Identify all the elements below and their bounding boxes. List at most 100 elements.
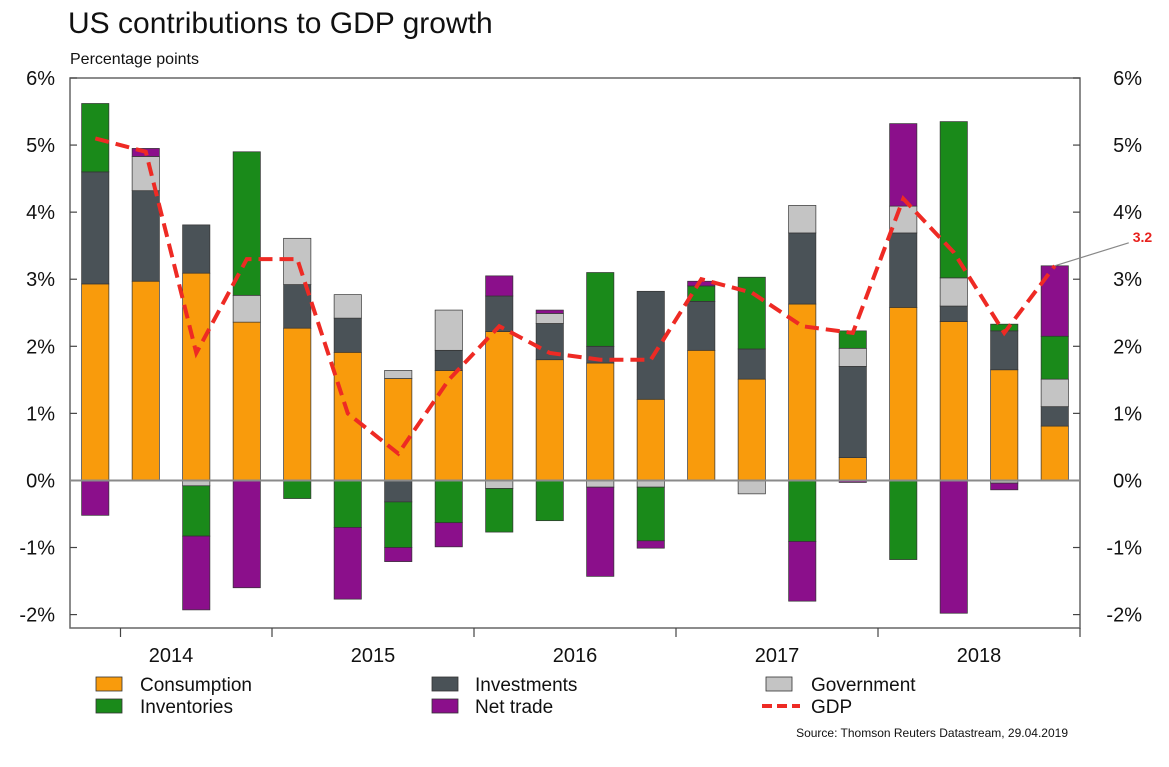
bar-segment-inventories (889, 480, 918, 560)
bar-segment-consumption (535, 359, 564, 481)
bar-segment-investments (384, 480, 413, 503)
y-tick-label-right: 1% (1113, 403, 1142, 425)
bar-segment-government (788, 205, 817, 234)
bar-segment-inventories (788, 480, 817, 542)
legend-consumption: Consumption (140, 675, 252, 696)
bar-segment-inventories (434, 480, 463, 524)
bar-segment-consumption (838, 457, 867, 481)
bar-segment-consumption (81, 283, 110, 481)
chart-subtitle: Percentage points (70, 51, 199, 68)
bar-segment-investments (939, 305, 968, 322)
bar-segment-net-trade (81, 480, 110, 516)
bar-segment-consumption (182, 272, 211, 481)
bar-segment-government (485, 480, 514, 489)
bar-segment-inventories (1040, 335, 1069, 380)
y-axis-right: -2% -1% 0% 1% 2% 3% 4% 5% 6% (1073, 68, 1142, 627)
bar-segment-net-trade (232, 480, 261, 589)
bar-segment-net-trade (182, 535, 211, 611)
bar-segment-government (636, 480, 665, 488)
bar-segment-inventories (81, 103, 110, 173)
bar-segment-investments (687, 301, 716, 351)
y-tick-label-right: 2% (1113, 336, 1142, 358)
bar-segment-government (434, 309, 463, 351)
y-tick-label-right: -2% (1106, 605, 1142, 627)
bar-segment-government (838, 347, 867, 367)
gdp-line (94, 136, 1057, 457)
bar-segment-consumption (1040, 425, 1069, 481)
bar-segment-inventories (485, 488, 514, 533)
x-tick-label: 2015 (351, 645, 396, 667)
bar-segment-consumption (283, 327, 312, 481)
plot-frame (69, 77, 1081, 629)
bar-segment-investments (788, 232, 817, 305)
bar-segment-government (939, 277, 968, 307)
bar-segment-net-trade (586, 486, 615, 577)
bar-segment-inventories (283, 480, 312, 499)
legend-investments: Investments (475, 675, 577, 696)
bar-segment-investments (990, 330, 1019, 371)
bar-segment-consumption (889, 307, 918, 481)
bar-segment-consumption (788, 303, 817, 481)
bar-segment-government (1040, 378, 1069, 408)
bar-segment-consumption (485, 331, 514, 481)
bars (81, 103, 1069, 614)
bar-segment-inventories (535, 480, 564, 522)
y-tick-label-right: 6% (1113, 68, 1142, 90)
y-tick-label-right: -1% (1106, 538, 1142, 560)
legend-government: Government (811, 675, 916, 696)
source-note: Source: Thomson Reuters Datastream, 29.0… (796, 726, 1068, 740)
bar-segment-net-trade (535, 309, 564, 314)
bar-segment-investments (333, 317, 362, 353)
legend-swatch-government (765, 676, 793, 692)
y-tick-label-left: 0% (26, 470, 55, 492)
legend-swatch-inventories (95, 698, 123, 714)
y-tick-label-left: 3% (26, 269, 55, 291)
bar-segment-inventories (939, 121, 968, 279)
y-tick-label-right: 0% (1113, 470, 1142, 492)
legend: Consumption Inventories Investments Net … (95, 675, 916, 718)
bar-segment-consumption (636, 398, 665, 481)
bar-segment-investments (889, 232, 918, 308)
bar-segment-inventories (232, 151, 261, 296)
bar-segment-investments (636, 290, 665, 400)
y-tick-label-left: 5% (26, 135, 55, 157)
x-tick-label: 2016 (553, 645, 598, 667)
y-tick-label-left: 4% (26, 202, 55, 224)
legend-swatch-net-trade (431, 698, 459, 714)
bar-segment-net-trade (889, 123, 918, 207)
bar-segment-investments (131, 190, 160, 282)
x-tick-label: 2014 (149, 645, 194, 667)
bar-segment-government (232, 294, 261, 323)
bar-segment-investments (1040, 406, 1069, 427)
legend-swatch-investments (431, 676, 459, 692)
legend-swatch-consumption (95, 676, 123, 692)
bar-segment-inventories (636, 486, 665, 542)
bar-segment-government (283, 237, 312, 285)
bar-segment-inventories (333, 480, 362, 528)
bar-segment-net-trade (485, 275, 514, 297)
bar-segment-government (535, 313, 564, 324)
y-tick-label-right: 5% (1113, 135, 1142, 157)
bar-segment-inventories (687, 285, 716, 302)
bar-segment-investments (838, 366, 867, 458)
x-axis: 2014 2015 2016 2017 2018 (119, 628, 1081, 667)
bar-segment-consumption (586, 362, 615, 481)
bar-segment-investments (182, 224, 211, 274)
x-tick-label: 2017 (755, 645, 800, 667)
bar-segment-government (333, 294, 362, 319)
y-tick-label-right: 3% (1113, 269, 1142, 291)
y-tick-label-left: -1% (19, 538, 55, 560)
bar-segment-government (384, 370, 413, 379)
bar-segment-consumption (737, 378, 766, 481)
bar-segment-net-trade (333, 527, 362, 600)
bar-segment-net-trade (384, 547, 413, 562)
y-tick-label-right: 4% (1113, 202, 1142, 224)
y-axis-left: -2% -1% 0% 1% 2% 3% 4% 5% 6% (19, 68, 77, 627)
bar-segment-consumption (131, 280, 160, 481)
bar-segment-consumption (434, 370, 463, 481)
bar-segment-consumption (939, 321, 968, 481)
bar-segment-consumption (333, 351, 362, 481)
gdp-annotation: 3.2 (1054, 229, 1152, 267)
bar-segment-government (737, 480, 766, 495)
